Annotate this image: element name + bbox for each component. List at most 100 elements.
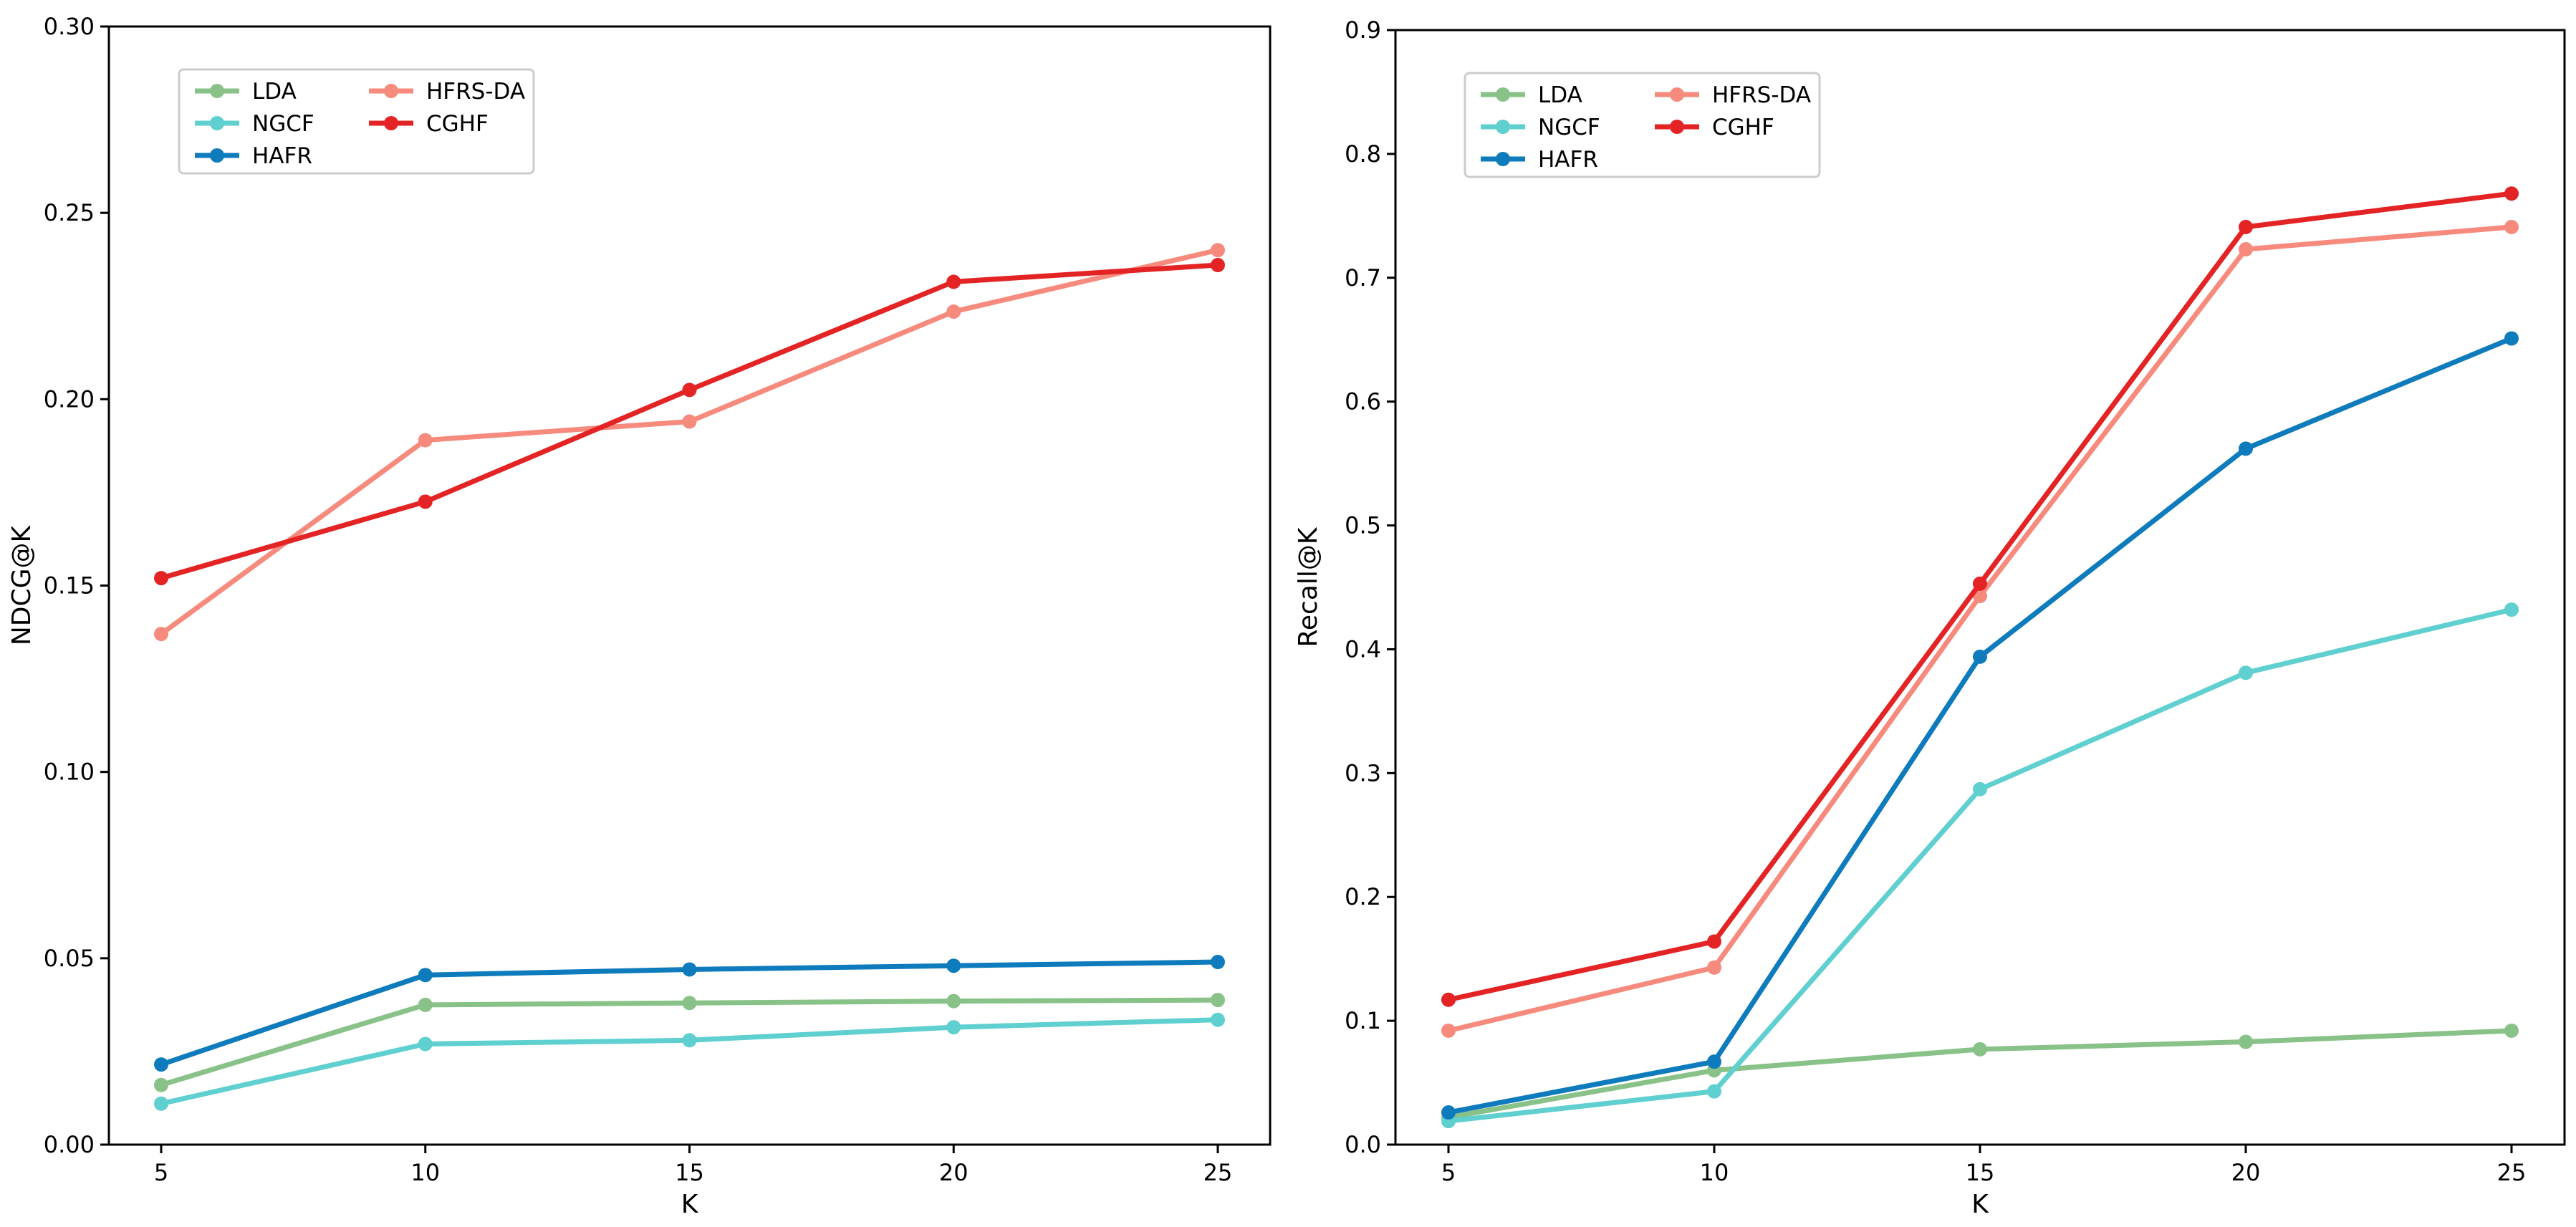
y-tick-label: 0.00 <box>44 1131 95 1158</box>
legend-label-hafr: HAFR <box>1538 147 1598 173</box>
y-tick-label: 0.6 <box>1345 388 1381 415</box>
y-tick-label: 0.5 <box>1345 512 1381 539</box>
data-point-cghf <box>1211 258 1225 273</box>
data-point-cghf <box>682 382 697 398</box>
y-tick-label: 0.4 <box>1345 635 1381 663</box>
data-point-hafr <box>1441 1105 1456 1120</box>
data-point-hafr <box>1707 1054 1721 1069</box>
data-point-hfrs-da <box>418 433 433 448</box>
y-tick-label: 0.30 <box>44 13 95 40</box>
ndcg-x-axis-label: K <box>681 1190 699 1219</box>
data-point-cghf <box>418 494 433 509</box>
data-point-ngcf <box>2239 665 2253 680</box>
y-tick-label: 0.9 <box>1345 16 1381 44</box>
data-point-hfrs-da <box>2239 242 2253 257</box>
data-point-hafr <box>2239 441 2253 456</box>
recall-legend: LDA NGCF HAFR HFRS-DA CGHF <box>1464 72 1821 178</box>
legend-marker-hfrs-da <box>1670 87 1684 102</box>
legend-marker-hafr <box>210 148 224 163</box>
legend-label-cghf: CGHF <box>426 111 489 137</box>
recall-chart: 0.0 0.1 0.2 0.3 0.4 0.5 0.6 0.7 0.8 0.9 5 10 15 20 25 K… <box>1294 16 2566 1219</box>
data-point-cghf <box>1707 934 1721 949</box>
data-point-cghf <box>2239 219 2253 234</box>
legend-label-hfrs-da: HFRS-DA <box>1712 82 1811 108</box>
data-point-hafr <box>682 962 697 977</box>
data-point-hafr <box>154 1057 168 1072</box>
data-point-cghf <box>2504 186 2519 201</box>
series-line-hafr <box>158 959 1221 1067</box>
y-tick-label: 0.2 <box>1345 883 1381 910</box>
legend-marker-cghf <box>1670 120 1684 134</box>
data-point-lda <box>154 1077 168 1092</box>
legend-label-ngcf: NGCF <box>1538 115 1600 140</box>
legend-label-hafr: HAFR <box>252 143 312 169</box>
x-tick-label: 5 <box>154 1159 168 1186</box>
x-tick-label: 10 <box>410 1159 440 1186</box>
data-point-ngcf <box>682 1033 697 1048</box>
data-point-ngcf <box>418 1036 433 1052</box>
data-point-lda <box>946 993 961 1009</box>
legend-box <box>178 68 535 175</box>
ndcg-legend: LDA NGCF HAFR HFRS-DA CGHF <box>178 68 535 175</box>
y-tick-label: 0.20 <box>44 385 95 413</box>
data-point-ngcf <box>1973 781 1987 797</box>
x-tick-label: 10 <box>1700 1159 1729 1186</box>
legend-label-lda: LDA <box>252 79 297 105</box>
ndcg-chart: 0.00 0.05 0.10 0.15 0.20 0.25 0.30 5 10 15 20 25 K ND… <box>7 13 1272 1219</box>
y-tick-label: 0.25 <box>44 199 95 226</box>
y-tick-label: 0.8 <box>1345 140 1381 168</box>
data-point-hafr <box>2504 331 2519 346</box>
x-tick-label: 5 <box>1441 1159 1456 1186</box>
ndcg-y-axis-label: NDCG@K <box>7 524 37 645</box>
x-tick-label: 20 <box>2231 1159 2261 1186</box>
data-point-cghf <box>154 571 168 586</box>
legend-box <box>1464 72 1821 178</box>
y-tick-label: 0.05 <box>44 945 95 972</box>
y-tick-label: 0.0 <box>1345 1131 1381 1158</box>
legend-label-cghf: CGHF <box>1712 115 1774 140</box>
data-point-hafr <box>418 968 433 983</box>
data-point-hfrs-da <box>1707 960 1721 975</box>
legend-marker-hfrs-da <box>384 84 398 98</box>
data-point-ngcf <box>1707 1084 1721 1099</box>
legend-marker-ngcf <box>1496 120 1510 134</box>
data-point-ngcf <box>946 1020 961 1035</box>
data-point-cghf <box>1441 992 1456 1007</box>
recall-x-axis-label: K <box>1971 1190 1989 1219</box>
data-point-lda <box>1973 1041 1987 1057</box>
legend-label-lda: LDA <box>1538 82 1582 108</box>
legend-label-ngcf: NGCF <box>252 111 314 137</box>
data-point-ngcf <box>154 1096 168 1111</box>
series-line-hfrs-da <box>1446 224 2514 1034</box>
legend-marker-hafr <box>1496 152 1510 166</box>
legend-label-hfrs-da: HFRS-DA <box>426 79 525 105</box>
data-point-ngcf <box>2504 602 2519 617</box>
recall-y-axis-label: Recall@K <box>1294 526 1323 647</box>
x-tick-label: 15 <box>1966 1159 1995 1186</box>
data-point-hfrs-da <box>154 627 168 642</box>
y-tick-label: 0.3 <box>1345 759 1381 786</box>
data-point-hfrs-da <box>946 304 961 319</box>
data-point-hafr <box>946 958 961 973</box>
series-line-hafr <box>1446 335 2514 1115</box>
data-point-lda <box>682 996 697 1011</box>
data-point-cghf <box>1973 576 1987 591</box>
data-point-lda <box>2504 1023 2519 1038</box>
y-tick-label: 0.10 <box>44 759 95 786</box>
series-line-hfrs-da <box>158 247 1221 637</box>
data-point-lda <box>1211 993 1225 1008</box>
data-point-hfrs-da <box>1211 243 1225 258</box>
data-point-hafr <box>1973 649 1987 664</box>
x-tick-label: 20 <box>939 1159 969 1186</box>
x-tick-label: 15 <box>675 1159 704 1186</box>
ndcg-plot-frame <box>107 25 1272 1146</box>
x-tick-label: 25 <box>2497 1159 2527 1186</box>
data-point-cghf <box>946 274 961 289</box>
legend-marker-ngcf <box>210 116 224 130</box>
data-point-hfrs-da <box>2504 219 2519 234</box>
x-tick-label: 25 <box>1203 1159 1233 1186</box>
data-point-lda <box>2239 1034 2253 1049</box>
data-point-lda <box>418 997 433 1012</box>
legend-marker-lda <box>210 84 224 98</box>
data-point-hfrs-da <box>682 414 697 429</box>
